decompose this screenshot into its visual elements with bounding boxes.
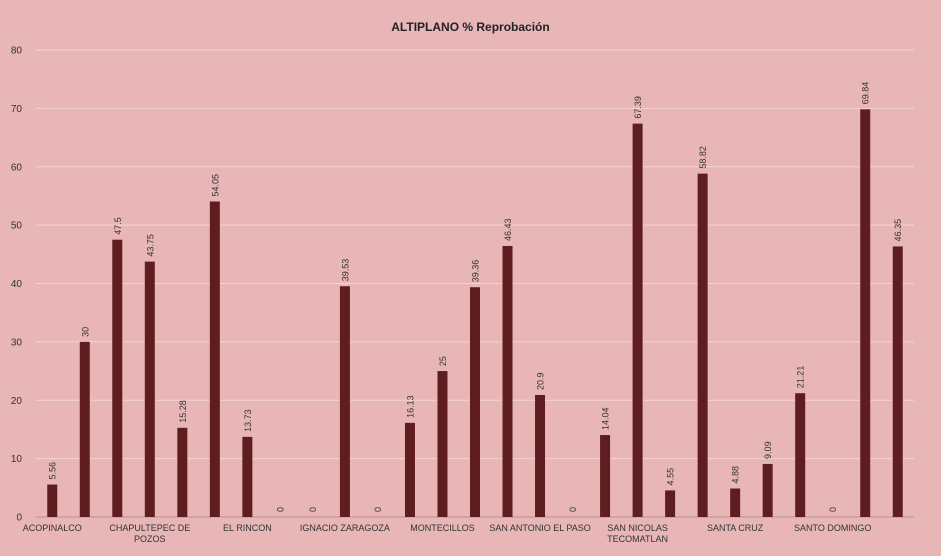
bar — [697, 173, 708, 517]
bar — [535, 394, 546, 517]
x-category-label: SAN NICOLAS — [607, 523, 668, 533]
data-label: 54.05 — [210, 174, 220, 197]
data-label: 46.35 — [893, 219, 903, 242]
y-tick-label: 10 — [11, 454, 23, 465]
bar — [144, 261, 155, 517]
bar — [665, 490, 676, 517]
x-category-label: ACOPINALCO — [23, 523, 82, 533]
data-label: 4.55 — [666, 468, 676, 486]
bar — [860, 109, 871, 518]
data-label: 67.39 — [633, 96, 643, 119]
data-label: 13.73 — [243, 409, 253, 432]
bar — [632, 123, 643, 518]
data-label: 4.88 — [731, 466, 741, 484]
bar — [112, 239, 123, 517]
x-category-label: CHAPULTEPEC DE — [109, 523, 190, 533]
y-tick-label: 0 — [16, 513, 22, 524]
data-label: 0 — [275, 507, 285, 512]
bar — [242, 436, 253, 517]
bar — [892, 246, 903, 517]
data-label: 0 — [373, 507, 383, 512]
data-label: 25 — [438, 356, 448, 366]
bar — [404, 422, 415, 517]
chart-title: ALTIPLANO % Reprobación — [391, 20, 550, 34]
x-category-label: TECOMATLAN — [607, 534, 668, 544]
bar — [470, 287, 480, 517]
bar — [795, 393, 806, 517]
data-label: 16.13 — [405, 395, 415, 418]
bar — [79, 341, 90, 517]
x-category-label: POZOS — [134, 534, 166, 544]
data-label: 46.43 — [503, 218, 513, 241]
bar — [600, 435, 611, 517]
data-label: 69.84 — [861, 82, 871, 105]
data-label: 0 — [308, 507, 318, 512]
data-label: 39.36 — [471, 260, 481, 283]
y-tick-label: 80 — [11, 46, 23, 57]
x-category-label: EL RINCON — [223, 523, 272, 533]
bar — [730, 488, 741, 517]
y-tick-label: 40 — [11, 279, 23, 290]
data-label: 20.9 — [536, 372, 546, 390]
y-tick-label: 50 — [11, 221, 23, 232]
data-label: 0 — [828, 507, 838, 512]
x-category-label: SAN ANTONIO EL PASO — [489, 523, 590, 533]
data-label: 30 — [80, 327, 90, 337]
y-tick-label: 70 — [11, 104, 23, 115]
data-label: 43.75 — [145, 234, 155, 257]
y-tick-label: 20 — [11, 396, 23, 407]
data-label: 9.09 — [763, 441, 773, 459]
x-category-label: IGNACIO ZARAGOZA — [300, 523, 390, 533]
bar — [437, 371, 448, 517]
y-tick-label: 30 — [11, 337, 23, 348]
y-tick-label: 60 — [11, 162, 23, 173]
x-category-label: SANTA CRUZ — [707, 523, 764, 533]
bar — [47, 484, 58, 517]
x-category-label: MONTECILLOS — [410, 523, 475, 533]
data-label: 47.5 — [113, 217, 123, 235]
data-label: 0 — [568, 507, 578, 512]
data-label: 58.82 — [698, 146, 708, 169]
bar — [339, 286, 350, 517]
data-label: 15.28 — [178, 400, 188, 423]
data-label: 39.53 — [340, 259, 350, 282]
bar — [209, 201, 220, 517]
bar — [502, 245, 513, 517]
data-label: 14.04 — [601, 408, 611, 431]
data-label: 5.56 — [48, 462, 58, 480]
bar — [177, 427, 188, 517]
x-category-label: SANTO DOMINGO — [794, 523, 871, 533]
data-label: 21.21 — [796, 366, 806, 389]
bar — [762, 463, 773, 517]
